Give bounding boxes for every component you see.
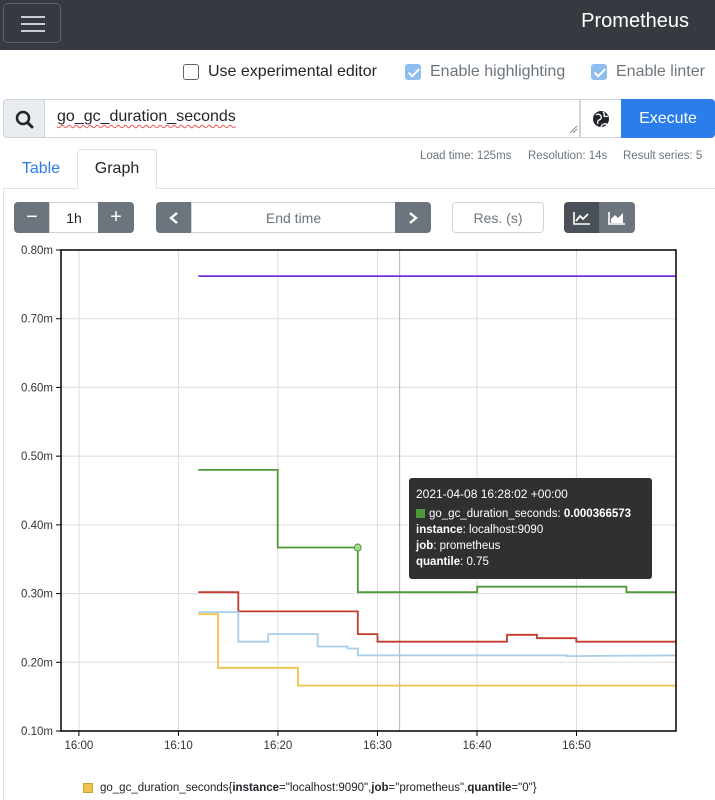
tabs-divider	[3, 188, 715, 189]
metrics-explorer-button[interactable]	[580, 99, 622, 138]
legend-label-value: ="0"}	[511, 782, 537, 794]
y-tick-label: 0.60m	[21, 382, 53, 394]
increase-range-button[interactable]: +	[98, 202, 134, 233]
x-tick-label: 16:40	[463, 740, 492, 752]
tooltip-value: 0.000366573	[563, 508, 632, 520]
y-tick-label: 0.30m	[21, 589, 53, 601]
linter-option[interactable]: Enable linter	[591, 62, 705, 82]
tooltip-label-value: : localhost:9090	[462, 524, 544, 536]
x-tick-label: 16:20	[264, 740, 293, 752]
chevron-left-icon	[169, 211, 178, 224]
resolution: Resolution: 14s	[528, 150, 608, 162]
search-prefix	[3, 99, 45, 138]
series-lines	[198, 275, 677, 687]
experimental-editor-label: Use experimental editor	[208, 63, 377, 80]
highlight-point	[353, 543, 362, 552]
series-line-2	[198, 591, 676, 643]
graph-panel	[3, 188, 715, 800]
linter-label: Enable linter	[616, 63, 705, 80]
next-time-button[interactable]	[395, 202, 431, 233]
tooltip-label-key: quantile	[416, 556, 461, 568]
legend-item[interactable]: go_gc_duration_seconds{instance ="localho…	[83, 782, 537, 794]
highlighting-option[interactable]: Enable highlighting	[405, 62, 565, 82]
tooltip-label-key: job	[416, 540, 434, 552]
hamburger-menu-button[interactable]	[3, 3, 61, 43]
tooltip-time: 2021-04-08 16:28:02 +00:00	[416, 487, 568, 501]
expression-text[interactable]: go_gc_duration_seconds	[57, 108, 236, 125]
x-axis: 16:00 16:10 16:20 16:30 16:40 16:50	[65, 731, 591, 752]
x-tick-label: 16:30	[363, 740, 392, 752]
y-tick-label: 0.80m	[21, 245, 53, 257]
resolution-input[interactable]: Res. (s)	[452, 202, 544, 233]
linter-checkbox[interactable]	[591, 64, 607, 80]
tooltip-series: go_gc_duration_seconds: 0.000366573	[416, 506, 645, 522]
line-chart-icon	[573, 211, 590, 225]
legend-label-key: job	[371, 782, 389, 794]
hamburger-icon	[21, 16, 45, 18]
highlighting-checkbox[interactable]	[405, 64, 421, 80]
resize-handle-icon[interactable]	[568, 124, 578, 134]
tooltip-label-instance: instance: localhost:9090	[416, 522, 645, 538]
tab-table[interactable]: Table	[21, 160, 61, 177]
chevron-right-icon	[409, 211, 418, 224]
globe-icon	[593, 111, 609, 128]
legend-swatch	[83, 783, 93, 793]
series-line-1	[198, 468, 676, 594]
y-tick-label: 0.10m	[21, 726, 53, 738]
hamburger-icon-bar	[21, 30, 45, 32]
end-time-input[interactable]: End time	[191, 202, 396, 233]
unstacked-chart-button[interactable]	[564, 202, 600, 233]
legend-label-key: instance	[232, 782, 280, 794]
area-chart-icon	[608, 211, 625, 225]
legend-metric: go_gc_duration_seconds{	[100, 782, 233, 794]
tooltip-label-value: : prometheus	[433, 540, 501, 552]
x-tick-label: 16:00	[65, 740, 94, 752]
tooltip-swatch	[416, 509, 425, 518]
tooltip-metric: go_gc_duration_seconds:	[429, 508, 561, 520]
tooltip-label-value: : 0.75	[460, 556, 489, 568]
y-tick-label: 0.40m	[21, 520, 53, 532]
tooltip-label-key: instance	[416, 524, 463, 536]
experimental-editor-option[interactable]: Use experimental editor	[183, 62, 377, 82]
decrease-range-button[interactable]: −	[14, 202, 50, 233]
tooltip-label-job: job: prometheus	[416, 538, 645, 554]
x-tick-label: 16:10	[164, 740, 193, 752]
highlighting-label: Enable highlighting	[430, 63, 566, 80]
brand-title[interactable]: Prometheus	[581, 10, 689, 32]
experimental-editor-checkbox[interactable]	[183, 64, 199, 80]
range-input[interactable]: 1h	[49, 202, 99, 233]
execute-button[interactable]: Execute	[621, 99, 715, 138]
y-tick-label: 0.50m	[21, 451, 53, 463]
legend-label-value: ="localhost:9090",	[279, 782, 372, 794]
previous-time-button[interactable]	[156, 202, 192, 233]
x-tick-label: 16:50	[562, 740, 591, 752]
y-tick-label: 0.20m	[21, 657, 53, 669]
search-icon	[15, 110, 34, 129]
graph-chart[interactable]: 0.10m 0.20m 0.30m 0.40m 0.50m 0.60m 0.70m 0.80m…	[0, 240, 715, 770]
plot-area	[60, 249, 677, 732]
graph-tooltip: 2021-04-08 16:28:02 +00:00 go_gc_duratio…	[409, 478, 652, 579]
hamburger-icon-bar	[21, 23, 45, 25]
tab-graph[interactable]: Graph	[77, 149, 157, 189]
navbar: Prometheus	[0, 0, 715, 50]
expression-input[interactable]	[44, 99, 580, 138]
load-time: Load time: 125ms	[420, 150, 512, 162]
result-series: Result series: 5	[623, 150, 703, 162]
tooltip-label-quantile: quantile: 0.75	[416, 554, 645, 570]
stacked-chart-button[interactable]	[599, 202, 635, 233]
y-axis: 0.10m 0.20m 0.30m 0.40m 0.50m 0.60m 0.70m 0.80m	[21, 245, 61, 738]
y-tick-label: 0.70m	[21, 314, 53, 326]
legend-label-key: quantile	[467, 782, 512, 794]
legend-label-value: ="prometheus",	[388, 782, 468, 794]
series-line-4	[198, 613, 676, 687]
series-line-3	[198, 611, 677, 658]
